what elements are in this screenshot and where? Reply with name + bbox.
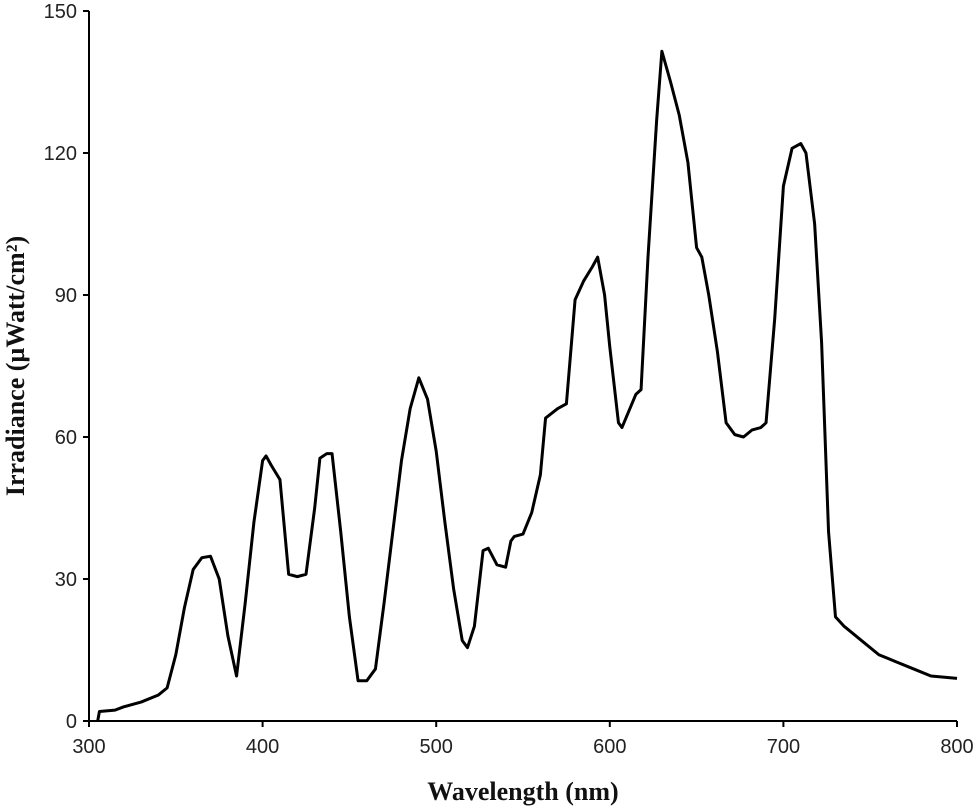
x-tick-label: 400 <box>246 736 279 758</box>
y-axis-title: Irradiance (µWatt/cm²) <box>1 236 30 496</box>
y-tick-label: 150 <box>44 1 77 23</box>
y-tick-label: 60 <box>55 427 77 449</box>
x-axis-title: Wavelength (nm) <box>427 777 618 806</box>
x-tick-label: 800 <box>940 736 973 758</box>
x-tick-label: 300 <box>72 736 105 758</box>
line-series <box>96 49 958 722</box>
y-tick-label: 30 <box>55 569 77 591</box>
y-tick-label: 90 <box>55 285 77 307</box>
x-tick-label: 600 <box>593 736 626 758</box>
x-tick-label: 700 <box>767 736 800 758</box>
x-tick-label: 500 <box>420 736 453 758</box>
y-tick-label: 120 <box>44 143 77 165</box>
y-tick-label: 0 <box>66 711 77 733</box>
